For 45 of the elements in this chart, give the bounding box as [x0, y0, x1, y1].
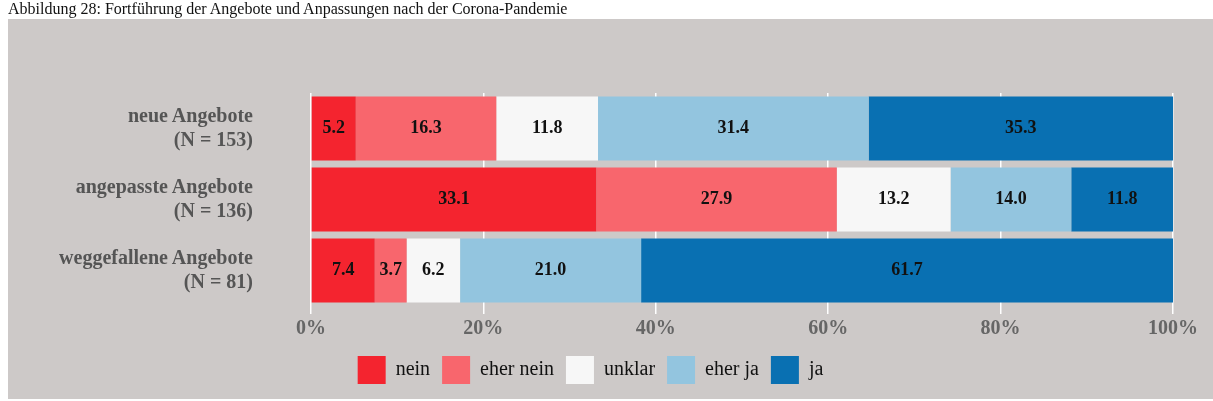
data-label: 7.4 [331, 259, 355, 280]
bar [311, 167, 597, 232]
bar [406, 238, 461, 303]
y-tick-label: neue Angebote (N = 153) [127, 103, 254, 151]
bar [950, 167, 1072, 232]
legend-label: unklar [603, 357, 656, 380]
data-label: 27.9 [700, 188, 733, 209]
x-tick-label: 60% [808, 316, 849, 339]
legend-label: nein [395, 357, 431, 380]
bar [311, 96, 356, 161]
data-label: 61.7 [891, 259, 923, 280]
data-label: 3.7 [379, 259, 402, 280]
x-tick-label: 100% [1148, 316, 1198, 339]
x-tick-label: 0% [295, 316, 326, 339]
x-tick-label: 20% [463, 316, 504, 339]
y-tick-label: angepasste Angebote (N = 136) [75, 174, 254, 222]
data-label: 13.2 [877, 188, 910, 209]
bar [641, 238, 1173, 303]
bar [596, 167, 837, 232]
legend-label: eher nein [480, 357, 554, 380]
bar [460, 238, 642, 303]
data-label: 31.4 [717, 117, 750, 138]
bar [868, 96, 1173, 161]
y-tick-label: weggefallene Angebote (N = 81) [59, 245, 254, 293]
bar [355, 96, 497, 161]
bar [836, 167, 951, 232]
data-label: 35.3 [1005, 117, 1037, 138]
data-label: 6.2 [422, 259, 445, 280]
bar [374, 238, 407, 303]
bar [1071, 167, 1173, 232]
legend-label: eher ja [705, 357, 760, 381]
data-label: 11.8 [531, 117, 563, 138]
legend-label: ja [807, 357, 824, 381]
data-label: 16.3 [410, 117, 442, 138]
bar [496, 96, 599, 161]
x-tick-label: 40% [635, 316, 676, 339]
data-label: 5.2 [322, 117, 345, 138]
data-label: 33.1 [438, 188, 470, 209]
data-label: 21.0 [534, 259, 567, 280]
bar [598, 96, 869, 161]
chart-title: Abbildung 28: Fortführung der Angebote und Anpassungen nach der Corona-Pandemie [8, 0, 568, 18]
data-label: 14.0 [995, 188, 1027, 209]
data-label: 11.8 [1106, 188, 1138, 209]
bar [311, 238, 375, 303]
x-tick-label: 80% [980, 316, 1021, 339]
